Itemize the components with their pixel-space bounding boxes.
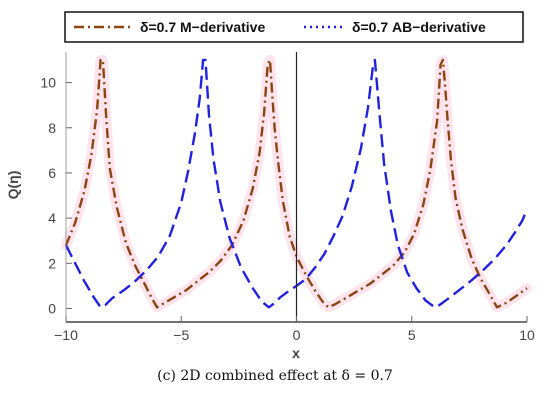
y-tick-label: 8 xyxy=(48,120,56,136)
legend-box xyxy=(64,11,524,43)
y-axis: 0 2 4 6 8 10 xyxy=(40,52,298,322)
x-tick-label: −10 xyxy=(54,327,78,343)
x-tick-label: 5 xyxy=(408,327,416,343)
y-tick-label: 4 xyxy=(48,210,56,226)
y-tick-label: 2 xyxy=(48,255,56,271)
plot-area xyxy=(61,55,532,313)
series-line-m-derivative xyxy=(64,58,528,309)
y-axis-title: Q(η) xyxy=(5,171,21,200)
x-tick-label: −5 xyxy=(173,327,189,343)
series-line-ab-derivative xyxy=(64,58,529,309)
x-tick-label: 10 xyxy=(519,327,535,343)
x-tick-label: 0 xyxy=(293,327,301,343)
legend-label-m-derivative: δ=0.7 M−derivative xyxy=(140,19,265,35)
x-axis-title: x xyxy=(292,345,300,361)
figure-caption: (c) 2D combined effect at δ = 0.7 xyxy=(157,368,393,384)
y-tick-label: 6 xyxy=(48,165,56,181)
y-tick-label: 10 xyxy=(40,75,56,91)
x-axis: −10 −5 0 5 10 xyxy=(54,316,535,343)
legend-label-ab-derivative: δ=0.7 AB−derivative xyxy=(352,19,486,35)
y-tick-label: 0 xyxy=(48,300,56,316)
chart: δ=0.7 M−derivative δ=0.7 AB−derivative 0… xyxy=(5,11,535,361)
legend: δ=0.7 M−derivative δ=0.7 AB−derivative xyxy=(64,11,524,43)
